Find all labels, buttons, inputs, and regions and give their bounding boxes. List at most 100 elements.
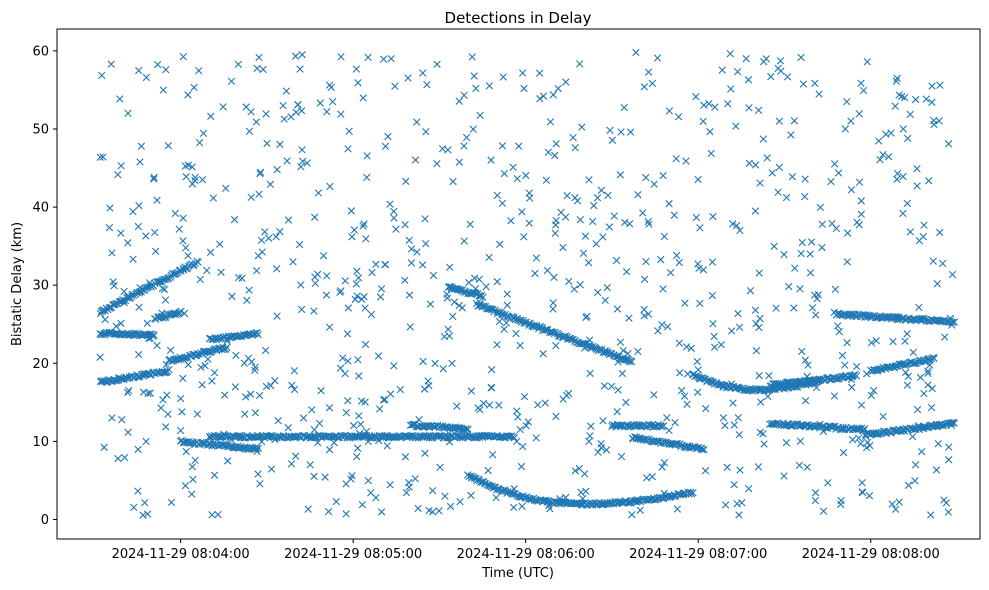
detection-marker xyxy=(767,72,775,81)
detection-marker xyxy=(344,304,353,312)
detection-marker xyxy=(828,219,836,228)
detection-marker xyxy=(377,508,386,516)
detection-marker xyxy=(492,493,500,502)
detection-marker xyxy=(787,131,795,139)
detection-marker xyxy=(487,366,496,374)
detection-marker xyxy=(542,176,551,185)
detection-marker xyxy=(209,194,218,202)
detection-marker xyxy=(441,492,449,500)
detection-marker xyxy=(847,186,856,194)
detection-marker xyxy=(177,307,185,315)
detection-marker xyxy=(129,255,137,263)
detection-marker xyxy=(488,451,497,459)
detection-marker xyxy=(658,463,666,471)
detection-marker xyxy=(411,475,419,483)
detection-marker xyxy=(360,220,368,228)
detection-marker xyxy=(519,442,527,451)
detection-marker xyxy=(188,490,196,498)
detection-marker xyxy=(375,405,384,413)
detection-marker xyxy=(372,260,380,269)
detection-marker xyxy=(549,299,557,307)
detection-marker xyxy=(390,214,398,222)
detection-marker xyxy=(162,360,170,369)
detection-marker xyxy=(887,129,895,137)
detection-marker xyxy=(234,273,243,282)
detection-marker xyxy=(106,328,114,337)
detection-marker xyxy=(723,99,732,108)
detection-marker xyxy=(405,236,413,244)
detection-marker xyxy=(124,386,133,395)
detection-marker xyxy=(520,392,529,401)
detection-marker xyxy=(585,336,594,344)
detection-marker xyxy=(920,221,928,229)
detection-marker xyxy=(184,360,192,369)
detection-marker xyxy=(699,117,707,125)
detection-marker xyxy=(576,60,584,68)
detection-marker xyxy=(162,423,170,431)
detection-marker xyxy=(915,237,924,245)
detection-marker xyxy=(368,268,376,277)
detection-marker xyxy=(780,472,788,480)
detection-marker xyxy=(159,368,167,377)
detection-marker xyxy=(710,332,718,341)
detection-marker xyxy=(755,323,763,332)
detection-marker xyxy=(112,322,120,331)
detection-marker xyxy=(167,273,175,281)
detection-marker xyxy=(253,447,261,456)
detection-marker xyxy=(834,169,843,177)
detection-marker xyxy=(941,333,949,341)
detection-marker xyxy=(405,478,413,487)
detection-marker xyxy=(726,50,734,58)
detection-marker xyxy=(256,168,265,176)
detection-marker xyxy=(940,496,948,504)
detection-marker xyxy=(184,251,192,260)
detection-marker xyxy=(195,139,204,147)
detection-marker xyxy=(276,140,284,149)
detection-marker xyxy=(431,359,439,368)
detection-marker xyxy=(729,399,737,407)
detection-marker xyxy=(644,68,653,76)
detection-marker xyxy=(576,215,585,224)
detection-marker xyxy=(517,316,525,324)
detection-marker xyxy=(948,419,956,427)
detection-marker xyxy=(282,87,291,95)
detection-marker xyxy=(855,178,864,186)
detection-marker xyxy=(510,434,518,442)
detection-marker xyxy=(801,175,809,183)
detection-marker xyxy=(518,502,526,510)
detection-marker xyxy=(513,407,521,415)
detection-marker xyxy=(672,155,680,163)
detection-marker xyxy=(528,322,537,331)
detection-marker xyxy=(296,65,304,73)
detection-marker xyxy=(824,479,832,487)
chart-title: Detections in Delay xyxy=(445,9,592,27)
detection-marker xyxy=(597,439,605,448)
detection-marker xyxy=(162,65,170,74)
detection-marker xyxy=(697,374,705,382)
detection-marker xyxy=(677,386,686,395)
detection-marker xyxy=(337,110,345,118)
detection-marker xyxy=(605,223,614,231)
detection-marker xyxy=(391,82,399,90)
detection-marker xyxy=(160,285,169,294)
detection-marker xyxy=(234,60,243,68)
detection-marker xyxy=(273,312,281,320)
detection-marker xyxy=(909,348,917,357)
detection-marker xyxy=(478,431,486,440)
detection-marker xyxy=(586,432,594,440)
detection-marker xyxy=(857,79,865,88)
detection-marker xyxy=(145,279,154,287)
detection-marker xyxy=(938,259,947,268)
detection-marker xyxy=(510,485,518,493)
detection-marker xyxy=(223,337,231,345)
detection-marker xyxy=(179,354,187,363)
detection-marker xyxy=(332,497,340,506)
detection-marker xyxy=(539,496,547,505)
detection-marker xyxy=(765,371,773,380)
detection-marker xyxy=(889,337,897,346)
detection-marker xyxy=(947,421,956,430)
detection-marker xyxy=(674,113,683,121)
detection-marker xyxy=(117,375,125,383)
detection-marker xyxy=(770,242,778,250)
detection-marker xyxy=(359,222,367,230)
